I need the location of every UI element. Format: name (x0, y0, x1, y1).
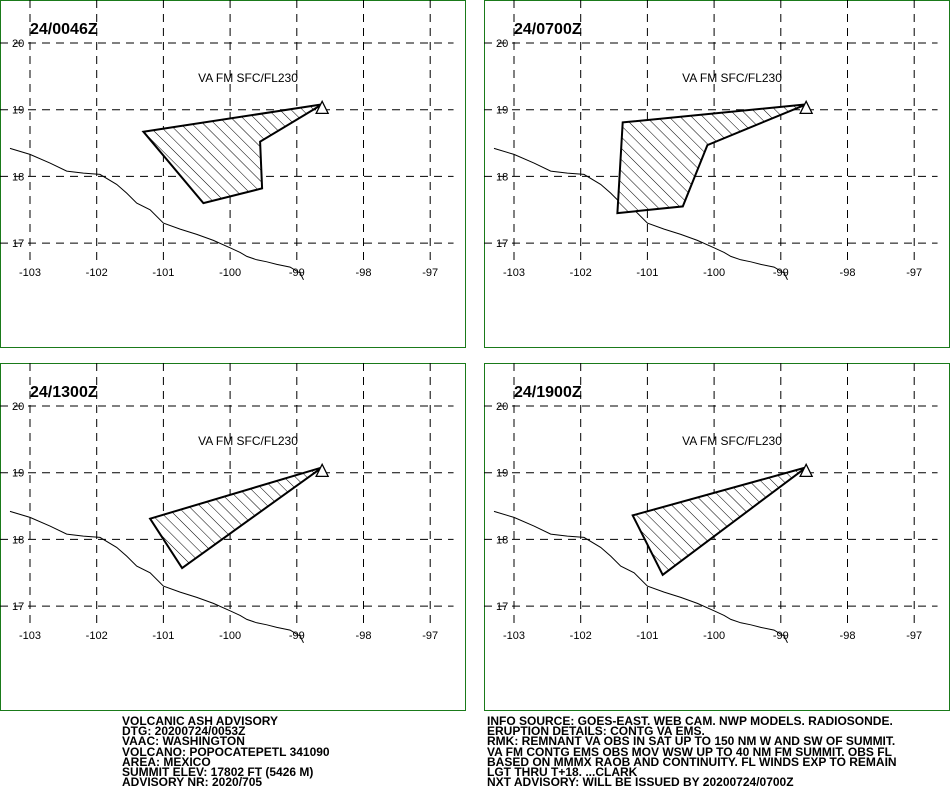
ash-level-label: VA FM SFC/FL230 (198, 71, 298, 85)
lat-tick-label: 20 (12, 38, 24, 50)
advisory-header-text: VOLCANIC ASH ADVISORY DTG: 20200724/0053… (122, 714, 330, 790)
ash-level-label: VA FM SFC/FL230 (682, 434, 782, 448)
panel-time-label: 24/1900Z (514, 384, 582, 401)
lat-tick-label: 20 (496, 38, 508, 50)
lon-tick-label: -101 (636, 630, 658, 642)
volcano-icon (799, 99, 814, 115)
map-panel: 20 19 18 17 -103 -102 -101 -100 -99 -98 -97 24/1300… (0, 363, 466, 711)
remarks-line: BASED ON MMMX RAOB AND CONTINUITY. FL WI… (487, 754, 897, 769)
lon-tick-label: -98 (840, 630, 856, 642)
lon-tick-label: -100 (219, 630, 241, 642)
lat-tick-label: 18 (496, 534, 508, 546)
lon-tick-label: -99 (773, 630, 789, 642)
lon-tick-label: -101 (152, 267, 174, 279)
lon-tick-label: -103 (19, 630, 41, 642)
panel-frame (484, 0, 950, 348)
lon-tick-label: -99 (773, 267, 789, 279)
advisory-line: SUMMIT ELEV: 17802 FT (5426 M) (122, 764, 314, 779)
advisory-line: VOLCANIC ASH ADVISORY (122, 714, 279, 728)
lat-tick-label: 17 (496, 601, 508, 613)
remarks-line: INFO SOURCE: GOES-EAST. WEB CAM. NWP MOD… (487, 714, 893, 728)
lon-tick-label: -102 (86, 267, 108, 279)
panel-frame (484, 363, 950, 711)
lat-tick-label: 19 (496, 105, 508, 117)
lon-tick-label: -101 (152, 630, 174, 642)
panel-frame (0, 363, 466, 711)
lon-tick-label: -97 (422, 267, 438, 279)
coastline (9, 147, 304, 281)
lon-tick-label: -102 (570, 267, 592, 279)
lon-tick-label: -100 (703, 267, 725, 279)
remarks-line: ERUPTION DETAILS: CONTG VA EMS. (487, 724, 705, 739)
ash-level-label: VA FM SFC/FL230 (198, 434, 298, 448)
volcano-icon (315, 99, 330, 115)
lat-tick-label: 19 (12, 105, 24, 117)
advisory-remarks-text: INFO SOURCE: GOES-EAST. WEB CAM. NWP MOD… (487, 714, 897, 790)
lon-tick-label: -102 (570, 630, 592, 642)
lon-tick-label: -103 (503, 630, 525, 642)
lon-tick-label: -103 (19, 267, 41, 279)
lon-tick-label: -97 (422, 630, 438, 642)
lat-tick-label: 18 (496, 171, 508, 183)
volcano-icon (799, 462, 814, 478)
coastline (493, 147, 788, 281)
map-panel: 20 19 18 17 -103 -102 -101 -100 -99 -98 -97 24/1900… (484, 363, 950, 711)
ash-cloud-polygon (616, 103, 807, 215)
lat-tick-label: 17 (496, 238, 508, 250)
lon-tick-label: -98 (840, 267, 856, 279)
advisory-line: VOLCANO: POPOCATEPETL 341090 (122, 744, 330, 759)
remarks-line: NXT ADVISORY: WILL BE ISSUED BY 20200724… (487, 775, 794, 790)
map-panel: 20 19 18 17 -103 -102 -101 -100 -99 -98 -97 24/0700… (484, 0, 950, 348)
lon-tick-label: -100 (219, 267, 241, 279)
lon-tick-label: -97 (906, 630, 922, 642)
ash-cloud-polygon (141, 103, 323, 205)
lon-tick-label: -99 (289, 267, 305, 279)
lat-tick-label: 18 (12, 534, 24, 546)
lon-tick-label: -99 (289, 630, 305, 642)
lat-tick-label: 17 (12, 238, 24, 250)
lat-tick-label: 20 (496, 401, 508, 413)
coastline (493, 510, 788, 644)
advisory-line: ADVISORY NR: 2020/705 (122, 775, 263, 790)
panel-time-label: 24/0046Z (30, 21, 98, 38)
lat-tick-label: 19 (12, 468, 24, 480)
panel-time-label: 24/0700Z (514, 21, 582, 38)
advisory-line: DTG: 20200724/0053Z (122, 724, 246, 739)
advisory-line: AREA: MEXICO (122, 754, 211, 769)
lat-tick-label: 20 (12, 401, 24, 413)
ash-cloud-polygon (148, 466, 323, 570)
lat-tick-label: 18 (12, 171, 24, 183)
lon-tick-label: -98 (356, 267, 372, 279)
ash-level-label: VA FM SFC/FL230 (682, 71, 782, 85)
remarks-line: LGT THRU T+18. ...CLARK (487, 764, 638, 779)
lat-tick-label: 19 (496, 468, 508, 480)
remarks-line: VA FM CONTG EMS OBS MOV WSW UP TO 40 NM … (487, 744, 892, 759)
lon-tick-label: -101 (636, 267, 658, 279)
panel-time-label: 24/1300Z (30, 384, 98, 401)
ash-cloud-polygon (631, 466, 807, 577)
advisory-line: VAAC: WASHINGTON (122, 734, 245, 749)
coastline (9, 510, 304, 644)
lon-tick-label: -102 (86, 630, 108, 642)
map-panel: 20 19 18 17 -103 -102 -101 -100 -99 -98 -97 24/0046… (0, 0, 466, 348)
lon-tick-label: -103 (503, 267, 525, 279)
lon-tick-label: -97 (906, 267, 922, 279)
volcano-icon (315, 462, 330, 478)
lon-tick-label: -100 (703, 630, 725, 642)
lon-tick-label: -98 (356, 630, 372, 642)
lat-tick-label: 17 (12, 601, 24, 613)
remarks-line: RMK: REMNANT VA OBS IN SAT UP TO 150 NM … (487, 734, 896, 749)
